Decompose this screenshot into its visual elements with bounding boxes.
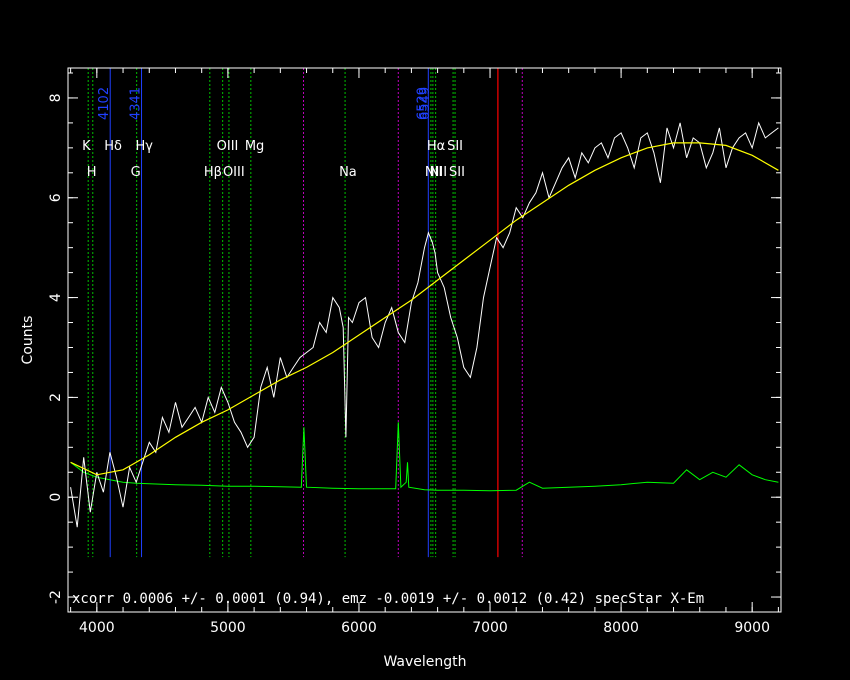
y-tick-label: 4 xyxy=(48,293,64,302)
line-marker-label: H xyxy=(87,165,97,180)
line-marker-label: Mg xyxy=(245,139,264,154)
line-marker-label: G xyxy=(131,165,141,180)
line-marker-label: NII xyxy=(425,165,442,180)
plot-frame xyxy=(67,67,782,613)
line-marker-label: OIII xyxy=(223,165,245,180)
y-tick-label: 0 xyxy=(48,493,64,502)
x-axis-label: Wavelength xyxy=(383,654,466,670)
line-marker-label: Hβ xyxy=(204,165,222,180)
line-marker-label: K xyxy=(82,139,91,154)
y-tick-label: 2 xyxy=(48,393,64,402)
line-wavelength-label: 6549 xyxy=(418,87,433,120)
line-marker-label: OIII xyxy=(217,139,239,154)
x-tick-label: 8000 xyxy=(603,620,639,636)
y-tick-label: 6 xyxy=(48,193,64,202)
fit-summary-text: xcorr 0.0006 +/- 0.0001 (0.94), emz -0.0… xyxy=(72,591,704,607)
line-marker-label: Hα xyxy=(427,139,445,154)
x-tick-label: 4000 xyxy=(79,620,115,636)
y-tick-label: 8 xyxy=(48,93,64,102)
x-tick-label: 9000 xyxy=(734,620,770,636)
line-marker-label: Hγ xyxy=(136,139,154,154)
line-marker-label: NII xyxy=(430,165,447,180)
model-series-line xyxy=(70,142,779,476)
line-wavelength-label: 4102 xyxy=(97,87,112,120)
line-marker-label: Hδ xyxy=(104,139,122,154)
line-marker-label: SII xyxy=(447,139,463,154)
line-wavelength-label: 6529 xyxy=(415,87,430,120)
y-axis-label: Counts xyxy=(20,316,36,365)
x-tick-label: 7000 xyxy=(472,620,508,636)
x-tick-label: 6000 xyxy=(341,620,377,636)
line-marker-label: Na xyxy=(339,165,357,180)
y-tick-label: -2 xyxy=(48,590,64,604)
x-tick-label: 5000 xyxy=(210,620,246,636)
line-wavelength-label: 4341 xyxy=(129,87,144,120)
error-series-line xyxy=(70,422,779,492)
spectrum-series-line xyxy=(70,121,779,528)
line-marker-label: SII xyxy=(449,165,465,180)
